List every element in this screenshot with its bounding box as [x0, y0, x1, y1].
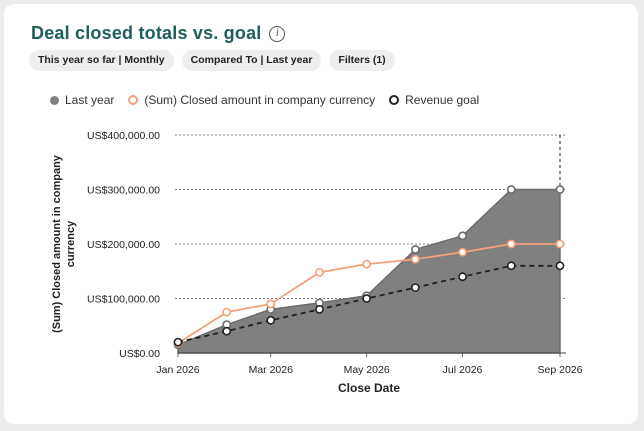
legend-item-last-year[interactable]: Last year — [50, 93, 114, 107]
chart-title: Deal closed totals vs. goal — [31, 23, 262, 43]
filter-chips: This year so far | Monthly Compared To |… — [29, 50, 395, 71]
closed-amount-point[interactable] — [362, 259, 372, 269]
title-row: Deal closed totals vs. goal i — [31, 23, 286, 44]
closed-amount-point[interactable] — [266, 299, 276, 309]
last-year-point[interactable] — [555, 185, 565, 194]
x-tick-label: Jul 2026 — [443, 364, 483, 376]
x-tick-label: May 2026 — [344, 364, 390, 376]
revenue-goal-point[interactable] — [410, 283, 420, 292]
last-year-point[interactable] — [506, 185, 516, 194]
revenue-goal-point[interactable] — [315, 304, 324, 314]
x-axis-title: Close Date — [338, 381, 400, 395]
revenue-goal-point[interactable] — [266, 315, 276, 325]
revenue-goal-point[interactable] — [555, 261, 565, 271]
legend-label-last-year: Last year — [65, 93, 115, 107]
revenue-goal-point[interactable] — [458, 272, 467, 282]
compare-to-filter-chip[interactable]: Compared To | Last year — [181, 50, 322, 71]
chart-legend: Last year (Sum) Closed amount in company… — [50, 93, 493, 107]
legend-label-closed-amount: (Sum) Closed amount in company currency — [144, 93, 376, 107]
series-points — [173, 185, 565, 350]
y-tick-label: US$200,000.00 — [87, 239, 160, 251]
last-year-point[interactable] — [458, 231, 467, 241]
y-tick-label: US$400,000.00 — [87, 130, 160, 142]
closed-amount-point[interactable] — [506, 239, 516, 249]
y-tick-label: US$100,000.00 — [87, 294, 160, 306]
legend-label-revenue-goal: Revenue goal — [405, 93, 480, 107]
y-tick-label: US$300,000.00 — [87, 185, 160, 197]
closed-amount-point[interactable] — [222, 307, 232, 317]
legend-swatch-revenue-goal — [389, 95, 400, 105]
closed-amount-point[interactable] — [555, 239, 565, 249]
closed-amount-point[interactable] — [410, 254, 420, 264]
y-axis-title: (Sum) Closed amount in company currency — [51, 154, 77, 333]
info-circle-icon[interactable]: i — [269, 25, 286, 42]
legend-swatch-last-year — [50, 95, 59, 105]
legend-item-revenue-goal[interactable]: Revenue goal — [389, 93, 479, 107]
x-tick-label: Sep 2026 — [538, 364, 583, 376]
closed-amount-point[interactable] — [458, 247, 467, 257]
y-tick-label: US$0.00 — [119, 348, 160, 360]
legend-item-closed-amount[interactable]: (Sum) Closed amount in company currency — [128, 93, 375, 107]
axes: US$0.00 US$100,000.00 US$200,000.00 US$300,… — [87, 130, 583, 376]
closed-amount-point[interactable] — [315, 267, 324, 277]
legend-swatch-closed-amount — [128, 95, 139, 105]
x-tick-label: Mar 2026 — [249, 364, 294, 376]
filters-chip[interactable]: Filters (1) — [329, 50, 395, 71]
revenue-goal-point[interactable] — [222, 326, 232, 336]
revenue-goal-point[interactable] — [173, 337, 183, 347]
revenue-goal-point[interactable] — [362, 294, 372, 303]
last-year-point[interactable] — [410, 245, 420, 254]
x-tick-label: Jan 2026 — [156, 364, 199, 376]
revenue-goal-point[interactable] — [506, 261, 516, 271]
date-range-filter-chip[interactable]: This year so far | Monthly — [29, 50, 174, 71]
